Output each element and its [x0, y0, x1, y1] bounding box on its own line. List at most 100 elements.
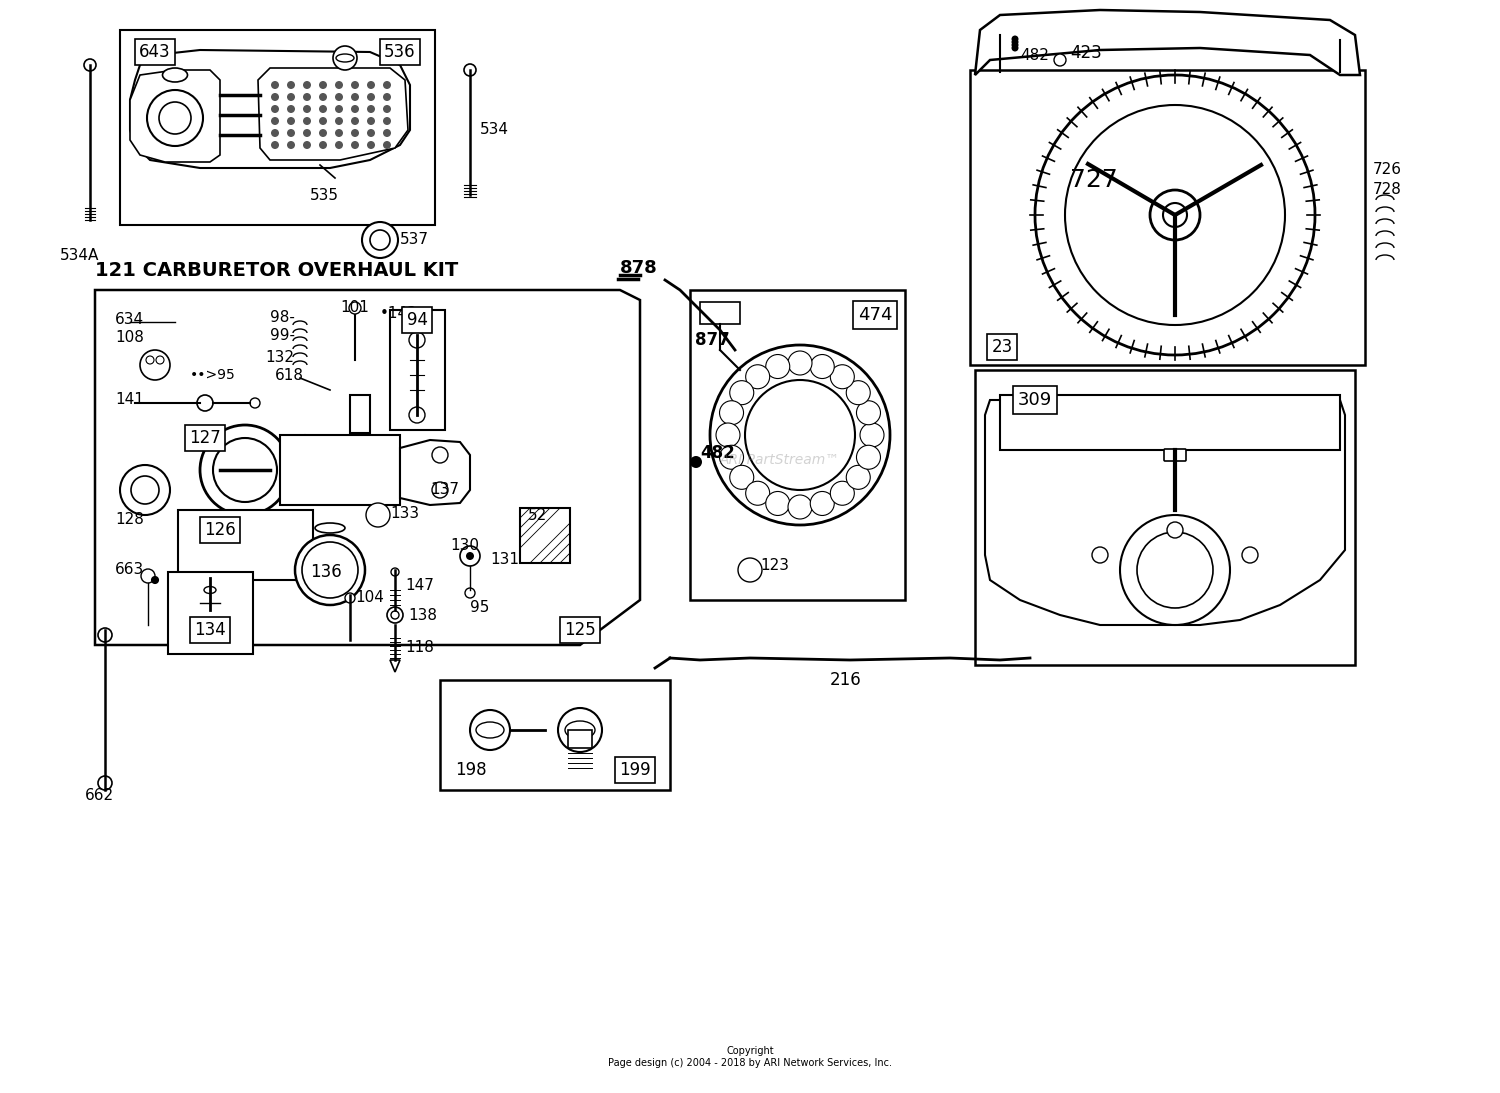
Circle shape: [286, 105, 296, 113]
Text: 130: 130: [450, 538, 478, 552]
Circle shape: [465, 588, 476, 598]
Circle shape: [366, 503, 390, 527]
Circle shape: [1120, 515, 1230, 625]
Circle shape: [320, 81, 327, 89]
Circle shape: [730, 466, 754, 490]
Text: 727: 727: [1070, 168, 1118, 192]
Circle shape: [720, 401, 744, 425]
Ellipse shape: [566, 721, 596, 739]
Circle shape: [1150, 190, 1200, 240]
Circle shape: [382, 141, 392, 149]
Circle shape: [156, 356, 164, 364]
Circle shape: [1011, 42, 1019, 48]
Circle shape: [846, 466, 870, 490]
Circle shape: [351, 117, 358, 125]
Circle shape: [152, 576, 159, 584]
Circle shape: [303, 81, 310, 89]
Circle shape: [303, 105, 310, 113]
Circle shape: [286, 117, 296, 125]
Circle shape: [334, 141, 344, 149]
FancyBboxPatch shape: [1164, 449, 1186, 461]
FancyBboxPatch shape: [568, 730, 592, 748]
Circle shape: [140, 350, 170, 380]
Circle shape: [334, 93, 344, 101]
Text: 474: 474: [858, 306, 892, 324]
Circle shape: [720, 445, 744, 469]
Circle shape: [1011, 38, 1019, 46]
Text: 198: 198: [454, 761, 486, 779]
Text: 141: 141: [116, 392, 144, 408]
Ellipse shape: [336, 54, 354, 62]
Text: 482: 482: [1020, 47, 1048, 62]
Text: 101: 101: [340, 301, 369, 316]
Polygon shape: [986, 400, 1346, 625]
Text: 131: 131: [490, 552, 519, 567]
Text: 98-: 98-: [270, 310, 296, 326]
Circle shape: [382, 93, 392, 101]
Text: 663: 663: [116, 563, 144, 577]
Circle shape: [368, 105, 375, 113]
Circle shape: [334, 117, 344, 125]
Circle shape: [196, 395, 213, 411]
Text: 133: 133: [390, 505, 418, 520]
Circle shape: [766, 492, 790, 516]
Circle shape: [368, 129, 375, 137]
Circle shape: [392, 611, 399, 619]
Circle shape: [200, 425, 290, 515]
Circle shape: [746, 365, 770, 389]
Circle shape: [351, 81, 358, 89]
Circle shape: [130, 475, 159, 504]
Circle shape: [1065, 105, 1286, 325]
Text: 138: 138: [408, 608, 436, 623]
Circle shape: [303, 141, 310, 149]
Circle shape: [286, 141, 296, 149]
Text: 618: 618: [274, 367, 304, 383]
Bar: [168, 572, 254, 654]
Circle shape: [272, 105, 279, 113]
Text: 534A: 534A: [60, 247, 99, 262]
Circle shape: [296, 534, 364, 606]
Text: 52: 52: [528, 508, 548, 524]
Circle shape: [788, 351, 812, 375]
Circle shape: [272, 141, 279, 149]
Text: 634: 634: [116, 313, 144, 328]
Text: 199: 199: [620, 761, 651, 779]
Bar: [690, 290, 904, 600]
Text: 137: 137: [430, 482, 459, 497]
Polygon shape: [975, 10, 1360, 75]
Circle shape: [320, 129, 327, 137]
Circle shape: [846, 380, 870, 404]
Circle shape: [1092, 546, 1108, 563]
Circle shape: [351, 129, 358, 137]
Circle shape: [84, 59, 96, 71]
Text: 726: 726: [1372, 163, 1402, 177]
Circle shape: [1137, 532, 1214, 608]
Bar: [280, 435, 400, 505]
Text: 216: 216: [830, 671, 861, 689]
Circle shape: [251, 398, 260, 408]
Circle shape: [1011, 45, 1019, 51]
Circle shape: [690, 456, 702, 468]
Circle shape: [350, 302, 361, 314]
Text: 108: 108: [116, 330, 144, 345]
Bar: [390, 310, 445, 430]
Circle shape: [466, 552, 474, 560]
Circle shape: [746, 481, 770, 505]
Circle shape: [856, 401, 880, 425]
Circle shape: [320, 117, 327, 125]
Circle shape: [382, 81, 392, 89]
Circle shape: [272, 117, 279, 125]
Text: 728: 728: [1372, 183, 1402, 198]
Circle shape: [1167, 522, 1184, 538]
Circle shape: [831, 365, 855, 389]
Text: 423: 423: [1070, 44, 1101, 62]
Text: 537: 537: [400, 233, 429, 247]
Circle shape: [362, 222, 398, 258]
Bar: [1000, 395, 1340, 450]
Circle shape: [213, 438, 278, 502]
Circle shape: [859, 423, 883, 447]
Bar: [120, 30, 435, 225]
Circle shape: [272, 129, 279, 137]
Circle shape: [147, 90, 202, 146]
Text: 535: 535: [310, 188, 339, 202]
